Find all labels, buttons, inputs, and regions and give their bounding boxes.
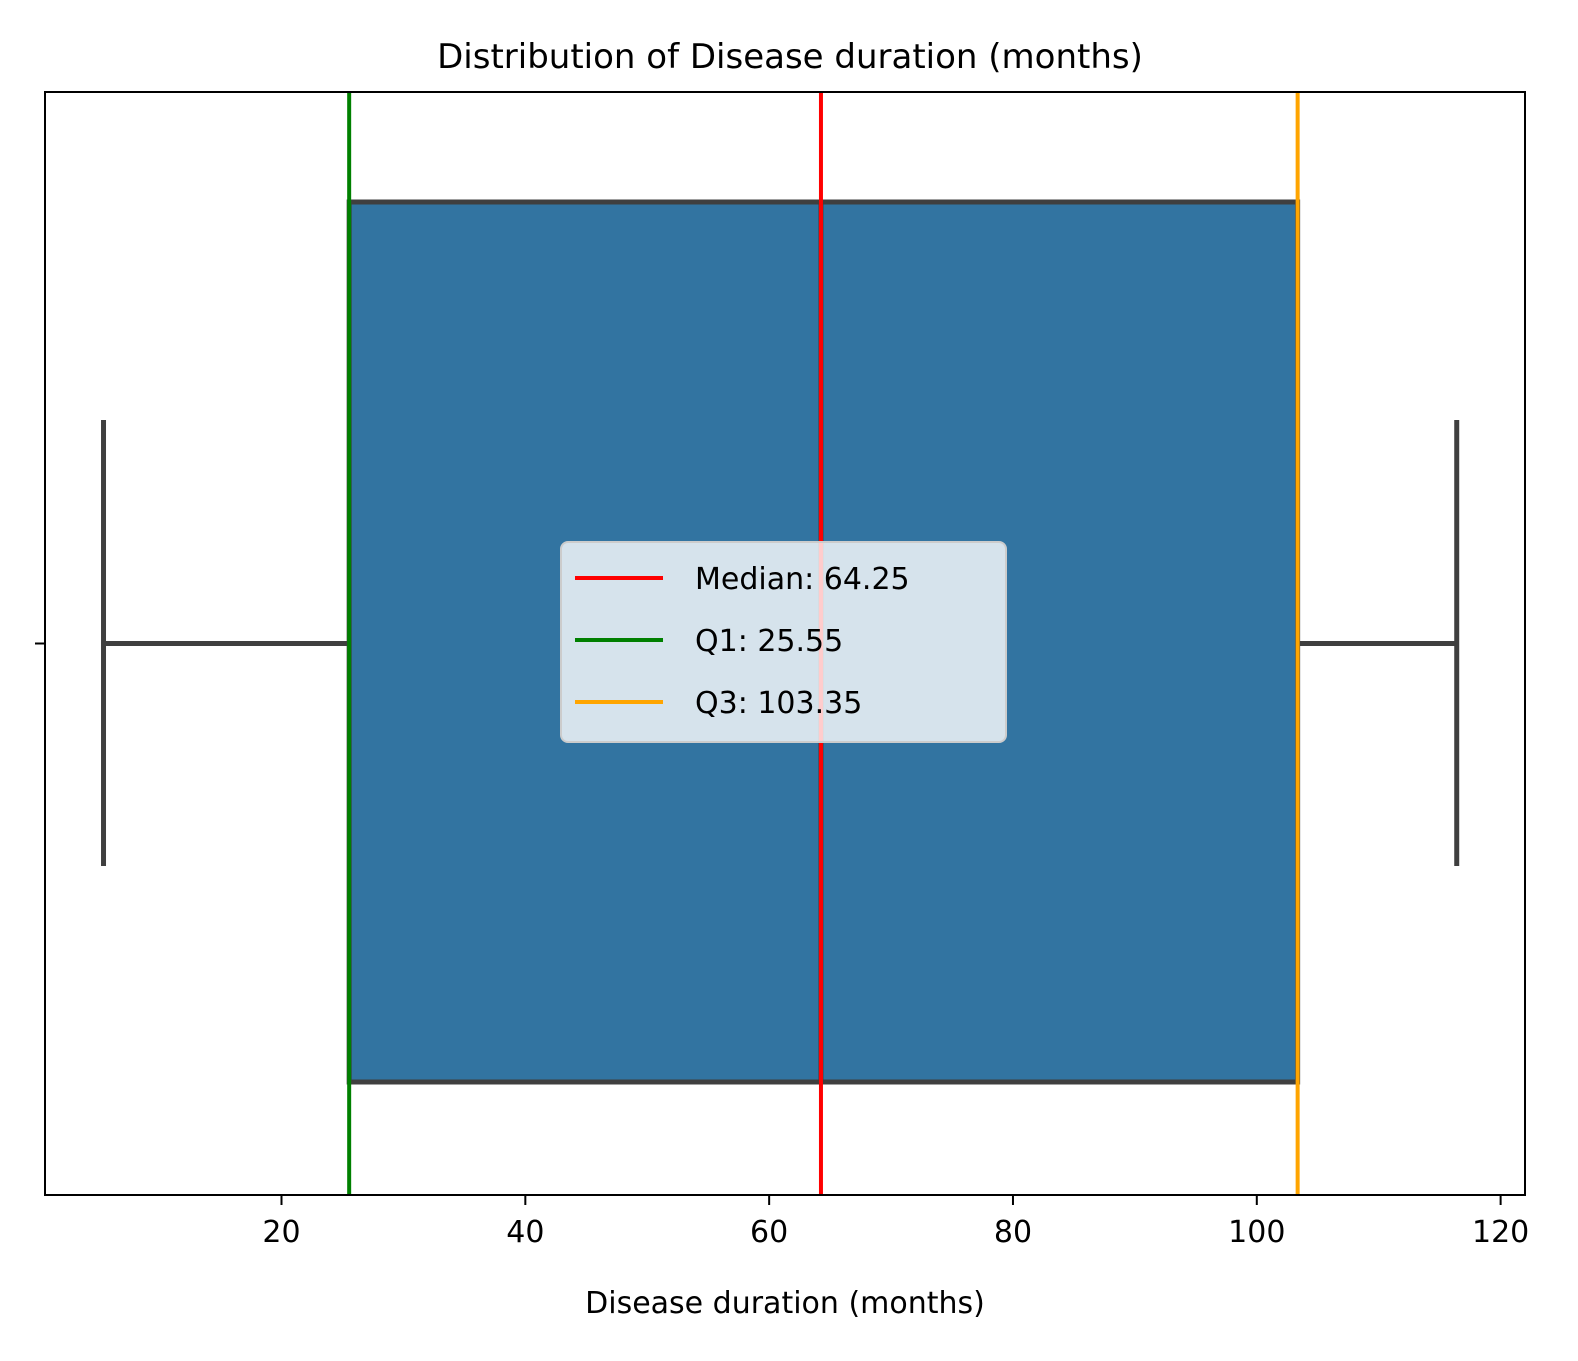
legend-label: Q3: 103.35: [695, 686, 862, 721]
legend-item-q3[interactable]: Q3: 103.35: [575, 686, 862, 721]
x-axis-label: Disease duration (months): [585, 1286, 985, 1321]
legend[interactable]: Median: 64.25 Q1: 25.55 Q3: 103.35: [560, 541, 1007, 743]
legend-label: Q1: 25.55: [695, 624, 843, 659]
legend-box: [560, 541, 1007, 743]
x-axis-ticks: 20 40 60 80 100 120: [262, 1195, 1529, 1250]
legend-item-q1[interactable]: Q1: 25.55: [575, 624, 843, 659]
legend-item-median[interactable]: Median: 64.25: [575, 562, 910, 597]
x-tick-label: 40: [506, 1215, 544, 1250]
x-tick-label: 20: [262, 1215, 300, 1250]
x-tick-label: 100: [1228, 1215, 1285, 1250]
chart-title: Distribution of Disease duration (months…: [437, 37, 1143, 77]
x-tick-label: 120: [1472, 1215, 1529, 1250]
x-tick-label: 60: [750, 1215, 788, 1250]
legend-label: Median: 64.25: [695, 562, 910, 597]
x-tick-label: 80: [994, 1215, 1032, 1250]
